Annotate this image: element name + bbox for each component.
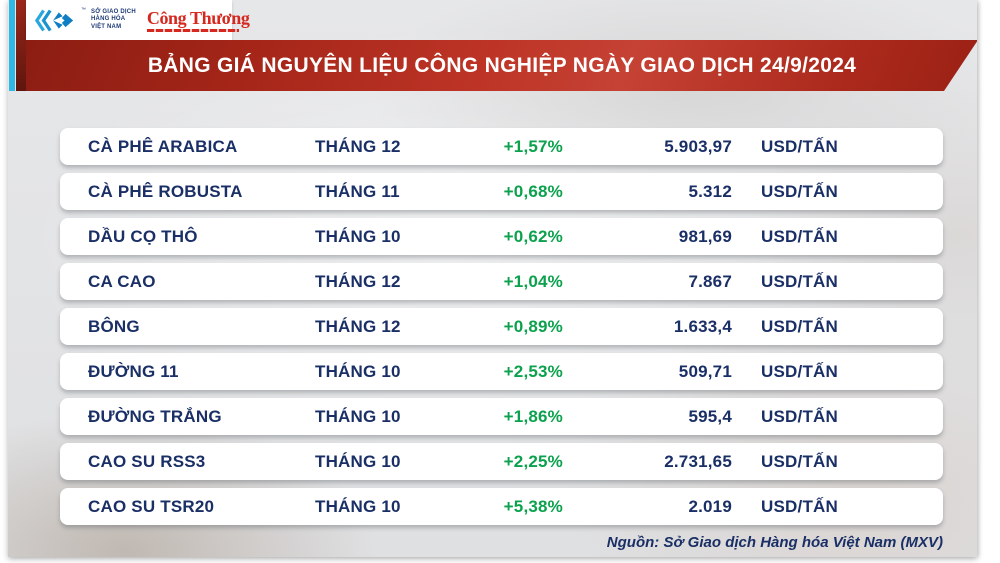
- contract-month: THÁNG 10: [315, 406, 401, 426]
- mxv-logo-line: HÀNG HÓA: [91, 16, 126, 23]
- contract-month: THÁNG 12: [315, 271, 401, 291]
- change-percent: +5,38%: [503, 496, 563, 516]
- commodity-name: ĐƯỜNG 11: [88, 361, 179, 381]
- price-unit: USD/TẤN: [761, 361, 838, 381]
- table-row: CÀ PHÊ ROBUSTA THÁNG 11 +0,68% 5.312 USD…: [60, 173, 943, 210]
- mxv-logo-line: SỞ GIAO DỊCH: [91, 8, 136, 15]
- change-percent: +0,89%: [503, 316, 563, 336]
- page-title: BẢNG GIÁ NGUYÊN LIỆU CÔNG NGHIỆP NGÀY GI…: [147, 53, 857, 77]
- commodity-name: DẦU CỌ THÔ: [88, 226, 198, 246]
- commodity-name: ĐƯỜNG TRẮNG: [88, 406, 222, 426]
- change-percent: +2,53%: [503, 361, 563, 381]
- price-unit: USD/TẤN: [761, 496, 838, 516]
- price-value: 509,71: [678, 361, 732, 381]
- congthuong-logo-text: Công Thương: [146, 7, 250, 28]
- price-unit: USD/TẤN: [761, 226, 838, 246]
- price-unit: USD/TẤN: [761, 271, 838, 291]
- change-percent: +1,86%: [503, 406, 563, 426]
- contract-month: THÁNG 11: [315, 181, 400, 201]
- table-row: CAO SU RSS3 THÁNG 10 +2,25% 2.731,65 USD…: [60, 443, 943, 480]
- price-value: 2.731,65: [664, 451, 732, 471]
- table-row: DẦU CỌ THÔ THÁNG 10 +0,62% 981,69 USD/TẤ…: [60, 218, 943, 255]
- price-value: 595,4: [688, 406, 732, 426]
- price-value: 5.903,97: [664, 136, 732, 156]
- contract-month: THÁNG 10: [315, 451, 401, 471]
- trademark-symbol: ™: [81, 7, 86, 13]
- contract-month: THÁNG 12: [315, 316, 401, 336]
- logo-box: ™ SỞ GIAO DỊCH HÀNG HÓA VIỆT NAM Công Th…: [26, 0, 250, 40]
- table-row: CA CAO THÁNG 12 +1,04% 7.867 USD/TẤN: [60, 263, 943, 300]
- price-unit: USD/TẤN: [761, 406, 838, 426]
- commodity-name: CÀ PHÊ ARABICA: [88, 136, 238, 156]
- price-unit: USD/TẤN: [761, 316, 838, 336]
- left-accent-bar-darkred: [16, 0, 26, 91]
- table-row: BÔNG THÁNG 12 +0,89% 1.633,4 USD/TẤN: [60, 308, 943, 345]
- table-row: CÀ PHÊ ARABICA THÁNG 12 +1,57% 5.903,97 …: [60, 128, 943, 165]
- price-unit: USD/TẤN: [761, 181, 838, 201]
- change-percent: +1,04%: [503, 271, 563, 291]
- price-value: 5.312: [688, 181, 732, 201]
- contract-month: THÁNG 10: [315, 361, 401, 381]
- mxv-logo-line: VIỆT NAM: [91, 23, 122, 30]
- commodity-name: CA CAO: [88, 271, 156, 291]
- change-percent: +2,25%: [503, 451, 563, 471]
- commodity-name: CÀ PHÊ ROBUSTA: [88, 181, 243, 201]
- contract-month: THÁNG 10: [315, 226, 401, 246]
- mxv-logo-text: SỞ GIAO DỊCH HÀNG HÓA VIỆT NAM: [91, 9, 136, 32]
- change-percent: +0,62%: [503, 226, 563, 246]
- source-credit: Nguồn: Sở Giao dịch Hàng hóa Việt Nam (M…: [606, 534, 943, 551]
- contract-month: THÁNG 12: [315, 136, 401, 156]
- price-unit: USD/TẤN: [761, 451, 838, 471]
- price-value: 1.633,4: [673, 316, 732, 336]
- mxv-logo-icon: [34, 9, 74, 31]
- congthuong-tagline-strip: [146, 28, 239, 32]
- table-row: ĐƯỜNG TRẮNG THÁNG 10 +1,86% 595,4 USD/TẤ…: [60, 398, 943, 435]
- congthuong-logo: Công Thương: [146, 7, 250, 32]
- price-value: 2.019: [688, 496, 732, 516]
- contract-month: THÁNG 10: [315, 496, 401, 516]
- price-table: CÀ PHÊ ARABICA THÁNG 12 +1,57% 5.903,97 …: [60, 128, 943, 533]
- commodity-name: CAO SU TSR20: [88, 496, 215, 516]
- price-unit: USD/TẤN: [761, 136, 838, 156]
- price-value: 7.867: [688, 271, 732, 291]
- change-percent: +1,57%: [503, 136, 563, 156]
- left-accent-bar-cyan: [9, 0, 15, 91]
- table-row: CAO SU TSR20 THÁNG 10 +5,38% 2.019 USD/T…: [60, 488, 943, 525]
- change-percent: +0,68%: [503, 181, 563, 201]
- table-row: ĐƯỜNG 11 THÁNG 10 +2,53% 509,71 USD/TẤN: [60, 353, 943, 390]
- commodity-name: BÔNG: [88, 316, 140, 336]
- price-value: 981,69: [678, 226, 732, 246]
- price-board-slide: ™ SỞ GIAO DỊCH HÀNG HÓA VIỆT NAM Công Th…: [8, 0, 977, 557]
- title-banner: BẢNG GIÁ NGUYÊN LIỆU CÔNG NGHIỆP NGÀY GI…: [26, 40, 977, 91]
- commodity-name: CAO SU RSS3: [88, 451, 206, 471]
